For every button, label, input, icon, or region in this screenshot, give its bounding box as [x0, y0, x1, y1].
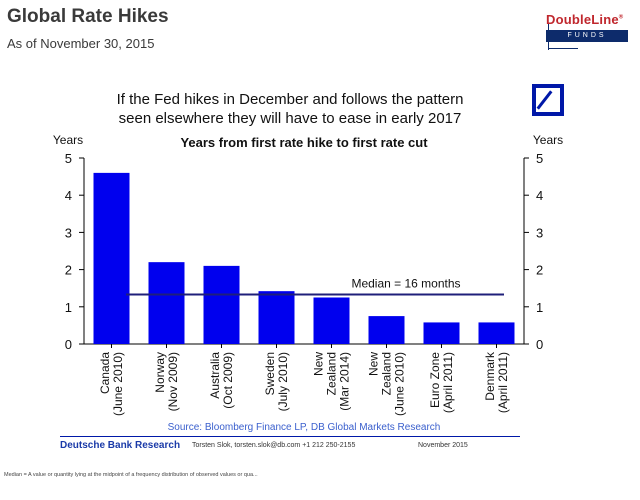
x-tick-label-line: Australia: [208, 352, 222, 399]
y-tick-label-right: 4: [536, 188, 543, 203]
doubleline-logo: DoubleLine® FUNDS: [546, 12, 634, 50]
x-tick-label-line: (June 2010): [111, 352, 125, 416]
bar: [93, 172, 130, 344]
chart-title: Years from first rate hike to first rate…: [180, 135, 428, 150]
bar: [203, 265, 240, 344]
x-tick-label-line: (Oct 2009): [221, 352, 235, 409]
footer-org: Deutsche Bank Research: [60, 440, 181, 451]
y-tick-label-right: 0: [536, 337, 543, 352]
y-tick-label-left: 1: [65, 300, 72, 315]
y-tick-label-right: 3: [536, 225, 543, 240]
x-tick-label-line: Sweden: [263, 352, 277, 395]
x-tick-label-line: Euro Zone: [428, 352, 442, 408]
y-tick-label-left: 4: [65, 188, 72, 203]
deutsche-bank-logo-icon: [532, 84, 564, 116]
x-tick-label-line: Canada: [98, 352, 112, 394]
x-tick-label: New Zealand (June 2010): [367, 352, 407, 416]
page-subtitle: As of November 30, 2015: [7, 36, 155, 51]
x-tick-label-line: Norway: [153, 352, 167, 393]
headline-line-1: If the Fed hikes in December and follows…: [116, 91, 464, 108]
footer-divider: [60, 436, 520, 437]
median-label: Median = 16 months: [351, 277, 460, 291]
x-tick-label: Denmark (April 2011): [483, 351, 510, 413]
x-tick-label-line: New: [312, 352, 326, 376]
bar: [313, 297, 350, 344]
x-tick-label-line: (Nov 2009): [166, 352, 180, 411]
y-tick-label-left: 2: [65, 263, 72, 278]
median-definition-note: Median = A value or quantity lying at th…: [4, 472, 258, 478]
y-axis-label-left: Years: [53, 133, 83, 147]
logo-funds-text: FUNDS: [567, 32, 607, 39]
logo-frame: [548, 24, 549, 50]
x-tick-label-line: Zealand: [325, 352, 339, 395]
x-tick-label-line: (April 2011): [496, 352, 510, 413]
y-tick-label-right: 1: [536, 300, 543, 315]
x-tick-label-line: (April 2011): [441, 352, 455, 413]
x-tick-label: Australia (Oct 2009): [208, 352, 235, 409]
x-tick-label-line: Denmark: [483, 351, 497, 401]
y-tick-label-left: 3: [65, 225, 72, 240]
logo-frame-bottom: [548, 48, 578, 49]
logo-brand: DoubleLine®: [546, 12, 624, 27]
y-axis-label-right: Years: [533, 133, 563, 147]
x-tick-label: New Zealand (Mar 2014): [312, 352, 352, 411]
headline-line-2: seen elsewhere they will have to ease in…: [118, 110, 462, 127]
chart-headline: If the Fed hikes in December and follows…: [60, 90, 520, 128]
y-tick-label-right: 2: [536, 263, 543, 278]
bar: [478, 322, 515, 344]
y-tick-label-right: 5: [536, 151, 543, 166]
x-tick-label: Sweden (July 2010): [263, 352, 290, 411]
x-tick-label: Euro Zone (April 2011): [428, 352, 455, 413]
y-tick-label-left: 0: [65, 337, 72, 352]
bar: [148, 262, 185, 344]
x-tick-label: Norway (Nov 2009): [153, 352, 180, 411]
x-tick-label-line: (July 2010): [276, 352, 290, 411]
footer-date: November 2015: [418, 442, 468, 449]
footer-contact: Torsten Slok, torsten.slok@db.com +1 212…: [192, 442, 356, 449]
x-tick-label: Canada (June 2010): [98, 352, 125, 416]
y-tick-label-left: 5: [65, 151, 72, 166]
page-title: Global Rate Hikes: [7, 6, 169, 27]
x-tick-label-line: Zealand: [380, 352, 394, 395]
bar: [423, 322, 460, 344]
x-tick-label-line: (June 2010): [393, 352, 407, 416]
x-tick-label-line: (Mar 2014): [338, 352, 352, 411]
x-tick-label-line: New: [367, 352, 381, 376]
bar: [258, 291, 295, 344]
bar: [368, 316, 405, 344]
chart-source: Source: Bloomberg Finance LP, DB Global …: [168, 422, 441, 433]
logo-bar: [546, 30, 628, 42]
